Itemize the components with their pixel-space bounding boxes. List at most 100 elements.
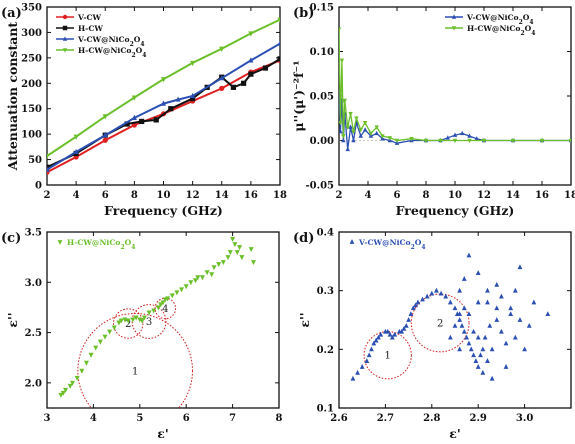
data-point (93, 345, 99, 351)
legend-swatch-marker (451, 26, 457, 31)
data-point (355, 369, 360, 375)
series-0 (47, 57, 280, 175)
data-point (364, 358, 370, 363)
data-point (471, 352, 476, 358)
data-point (475, 270, 481, 275)
x-axis-title: Frequency (GHz) (104, 203, 223, 218)
data-point (475, 364, 481, 369)
data-point (277, 40, 280, 46)
x-tick-label: 2.8 (423, 413, 440, 424)
data-point (141, 315, 147, 321)
data-point (118, 318, 124, 324)
data-point (131, 95, 137, 101)
circle-label-1: 1 (385, 351, 391, 362)
x-tick-label: 6 (394, 190, 401, 201)
data-point (499, 328, 504, 334)
legend-entry-label: V-CW@NiCo2O4 (466, 13, 534, 26)
y-tick-label: 350 (21, 3, 42, 14)
data-point (102, 334, 108, 340)
data-point (467, 133, 472, 138)
data-point (74, 375, 80, 381)
data-point (341, 137, 346, 143)
x-axis-title: ε' (449, 426, 460, 441)
plot-area: 12 (350, 252, 551, 381)
data-point (489, 346, 495, 352)
series-1 (339, 27, 571, 144)
data-point (374, 130, 379, 136)
data-point (354, 116, 359, 121)
data-point (230, 84, 236, 90)
data-point (510, 138, 516, 144)
y-axis-title: ε'' (5, 312, 20, 327)
x-tick-label: 2 (336, 190, 343, 201)
data-point (70, 380, 76, 386)
x-tick-label: 12 (186, 190, 200, 201)
data-point (457, 311, 463, 317)
series-0 (350, 252, 551, 381)
legend: V-CW@NiCo2O4 (349, 238, 426, 250)
x-tick-label: 4 (365, 190, 372, 201)
data-point (503, 364, 509, 369)
x-tick-label: 18 (273, 190, 287, 201)
data-point (373, 337, 379, 343)
x-tick-label: 2.6 (330, 413, 347, 424)
data-point (219, 85, 225, 91)
x-tick-label: 10 (448, 190, 462, 201)
y-tick-label: 0.00 (310, 136, 334, 147)
data-point (508, 311, 514, 317)
data-point (508, 305, 514, 311)
y-tick-label: 2.5 (25, 328, 42, 339)
data-point (88, 352, 94, 358)
data-point (190, 92, 196, 99)
data-point (227, 250, 233, 256)
cole-cole-circle-1 (77, 312, 193, 408)
data-point (348, 112, 353, 117)
data-point (216, 262, 222, 268)
data-point (482, 334, 488, 340)
data-point (489, 375, 495, 381)
data-point (240, 80, 247, 86)
plot-frame (46, 231, 280, 409)
plot-area (339, 27, 571, 152)
data-point (408, 311, 414, 317)
y-tick-label: 3.5 (25, 228, 42, 239)
y-tick-label: 0.3 (317, 286, 334, 297)
data-point (116, 320, 122, 326)
data-point (131, 114, 137, 120)
legend-swatch-marker (62, 48, 68, 53)
x-tick-label: 8 (131, 190, 138, 201)
y-tick-label: 0.4 (317, 228, 334, 239)
plot-frame (46, 6, 281, 186)
data-point (220, 260, 226, 266)
x-tick-label: 3 (44, 413, 51, 424)
data-point (58, 392, 64, 398)
circle-label-2: 2 (125, 319, 131, 330)
panel-label: (c) (1, 231, 21, 246)
data-point (466, 252, 472, 258)
data-point (345, 146, 350, 152)
y-tick-label: 200 (21, 79, 42, 90)
data-point (368, 131, 374, 137)
data-point (409, 136, 414, 142)
legend-entry-label: H-CW@NiCo2O4 (78, 46, 146, 59)
data-point (445, 135, 450, 140)
x-tick-label: 5 (136, 413, 143, 424)
chart-panel-a: 2 4 6 8 10 12 14 16 18 0 50 100 150 200 250 300 350 Frequ… (1, 3, 287, 219)
data-point (522, 346, 527, 352)
data-point (369, 346, 374, 352)
x-tick-label: 16 (244, 190, 258, 201)
data-point (568, 138, 571, 144)
data-point (378, 331, 384, 337)
data-point (485, 358, 490, 363)
data-point (452, 322, 458, 328)
data-point (387, 331, 393, 337)
data-point (467, 138, 472, 144)
data-point (399, 328, 405, 334)
data-point (168, 106, 174, 112)
data-point (452, 138, 458, 144)
x-axis-title: ε' (157, 426, 168, 441)
data-point (410, 305, 416, 311)
data-point (545, 311, 551, 317)
data-point (107, 329, 113, 335)
